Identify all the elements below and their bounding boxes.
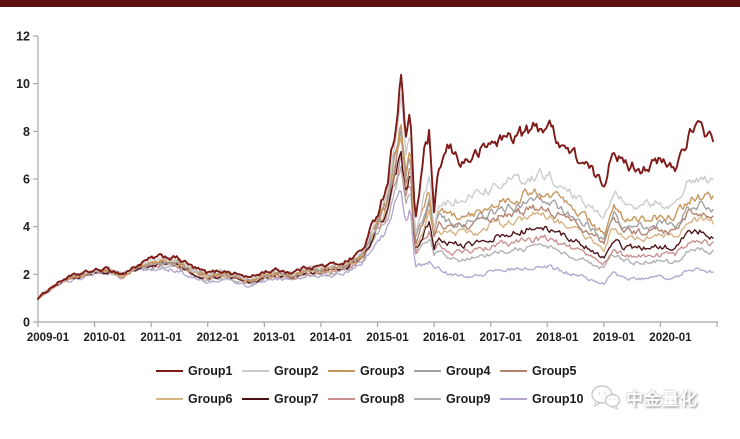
legend-item-group1: Group1 [156, 362, 242, 380]
legend-item-group7: Group7 [242, 390, 328, 408]
legend-swatch-group1 [156, 370, 183, 372]
legend-label: Group7 [274, 392, 319, 406]
watermark: 中金量化 [589, 383, 698, 411]
x-axis-tick-label: 2009-01 [27, 332, 70, 344]
legend-swatch-group5 [500, 370, 527, 372]
y-axis-tick-label: 2 [23, 268, 30, 282]
x-axis-tick-label: 2013-01 [253, 332, 296, 344]
series-line-group4 [37, 129, 714, 299]
legend-label: Group2 [274, 364, 319, 378]
x-axis-tick-label: 2011-01 [140, 332, 182, 344]
legend-item-group8: Group8 [328, 390, 414, 408]
legend-row: Group1 Group2 Group3 Group4 Group5 [156, 362, 586, 380]
legend-item-group4: Group4 [414, 362, 500, 380]
legend-item-group6: Group6 [156, 390, 242, 408]
legend-item-group10: Group10 [500, 390, 586, 408]
x-axis-tick-label: 2012-01 [197, 332, 240, 344]
legend-swatch-group7 [242, 398, 269, 400]
legend-label: Group3 [360, 364, 405, 378]
legend-swatch-group8 [328, 398, 355, 400]
legend-item-group3: Group3 [328, 362, 414, 380]
x-axis-tick-label: 2020-01 [649, 332, 692, 344]
wechat-bubbles-icon [591, 385, 621, 410]
x-axis-tick-label: 2016-01 [423, 332, 466, 344]
legend-label: Group9 [446, 392, 491, 406]
legend-label: Group5 [532, 364, 577, 378]
x-axis-tick-label: 2014-01 [310, 332, 353, 344]
chart-legend: Group1 Group2 Group3 Group4 Group5 Group6 Grou… [156, 362, 586, 418]
legend-label: Group1 [188, 364, 233, 378]
legend-swatch-group10 [500, 398, 527, 400]
series-line-group3 [37, 124, 714, 300]
legend-item-group2: Group2 [242, 362, 328, 380]
legend-swatch-group9 [414, 398, 441, 400]
x-axis-tick-label: 2019-01 [593, 332, 636, 344]
legend-label: Group4 [446, 364, 491, 378]
x-axis-tick-label: 2018-01 [536, 332, 579, 344]
series-line-group9 [37, 165, 714, 299]
legend-label: Group8 [360, 392, 405, 406]
legend-swatch-group4 [414, 370, 441, 372]
legend-row: Group6 Group7 Group8 Group9 Group10 [156, 390, 586, 408]
y-axis-tick-label: 0 [23, 316, 30, 330]
legend-swatch-group6 [156, 398, 183, 400]
y-axis-tick-label: 10 [16, 77, 30, 91]
x-axis-tick-label: 2010-01 [83, 332, 126, 344]
y-axis-tick-label: 6 [23, 173, 30, 187]
legend-item-group9: Group9 [414, 390, 500, 408]
x-axis-tick-label: 2017-01 [480, 332, 523, 344]
x-axis-tick-label: 2015-01 [366, 332, 409, 344]
legend-swatch-group3 [328, 370, 355, 372]
watermark-text: 中金量化 [626, 389, 698, 409]
y-axis-tick-label: 12 [16, 30, 30, 44]
y-axis-tick-label: 4 [23, 220, 30, 234]
legend-swatch-group2 [242, 370, 269, 372]
legend-label: Group6 [188, 392, 233, 406]
legend-label: Group10 [532, 392, 584, 406]
report-top-bar [0, 0, 740, 7]
series-line-group1 [37, 73, 714, 300]
y-axis-tick-label: 8 [23, 125, 30, 139]
legend-item-group5: Group5 [500, 362, 586, 380]
